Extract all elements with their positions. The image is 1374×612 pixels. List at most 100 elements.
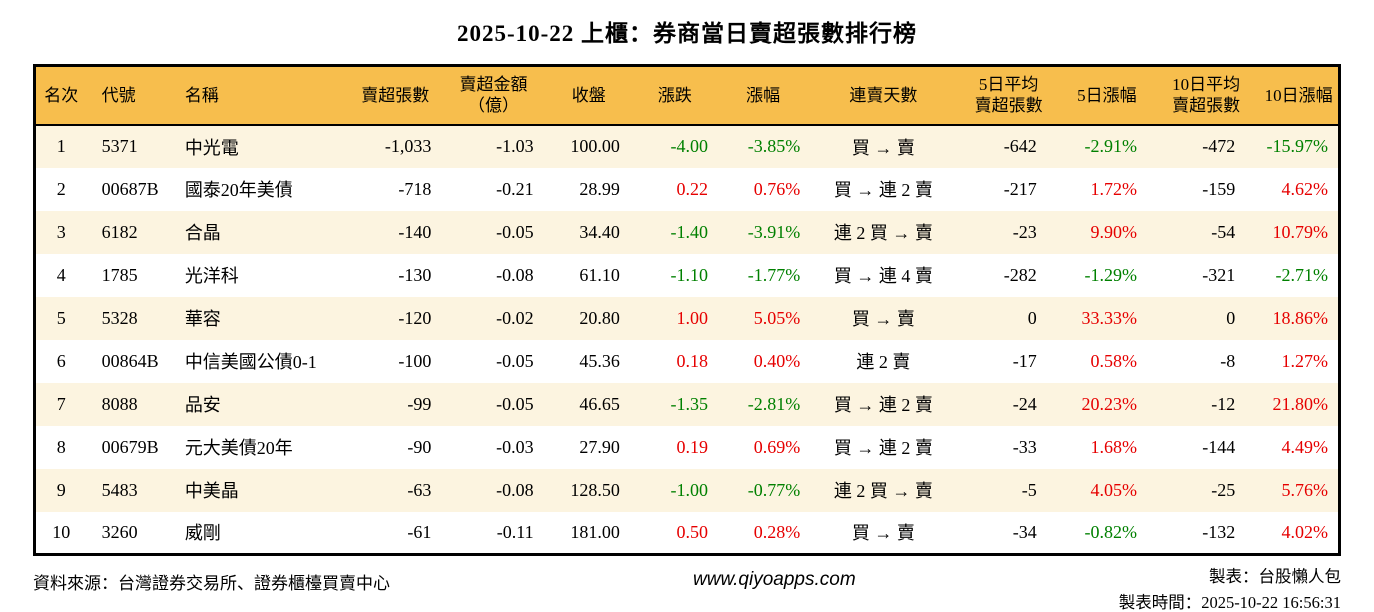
cell-code: 8088	[101, 393, 138, 414]
cell-pct5: -2.91%	[1084, 136, 1137, 156]
cell-avg10: -321	[1202, 264, 1236, 285]
table-row: 3 6182 合晶 -140 -0.05 34.40 -1.40 -3.91% 連 2 買 → …	[34, 210, 1340, 254]
cell-code: 6182	[101, 221, 138, 242]
cell-sell_amount: -0.03	[496, 436, 534, 457]
cell-avg10: 0	[1226, 307, 1236, 328]
column-header-change: 漲跌	[633, 65, 717, 126]
cell-code: 00864B	[101, 350, 159, 371]
cell-pct10: 10.79%	[1272, 221, 1329, 242]
cell-pct5: -0.82%	[1084, 521, 1137, 542]
cell-rank: 10	[52, 521, 71, 542]
author-credit: 製表：台股懶人包	[1208, 567, 1341, 586]
cell-change: -1.40	[670, 221, 709, 242]
cell-streak: 連 2 賣	[856, 352, 911, 372]
cell-streak: 買 → 連 2 賣	[833, 438, 933, 458]
cell-change_pct: -2.81%	[747, 393, 801, 414]
table-header: 名次 代號 名稱 賣超張數 賣超金額 （億） 收盤 漲跌 漲幅 連賣天數 5日平均 賣超張數 5日漲…	[34, 65, 1340, 126]
cell-change_pct: 0.40%	[753, 350, 801, 371]
cell-rank: 3	[56, 221, 66, 242]
cell-pct5: 1.68%	[1090, 436, 1137, 457]
column-header-rank: 名次	[34, 65, 87, 126]
cell-avg5: 0	[1027, 307, 1037, 328]
column-header-avg10: 10日平均 賣超張數	[1152, 65, 1260, 126]
cell-change: 0.50	[676, 521, 709, 542]
cell-rank: 8	[56, 436, 66, 457]
table-row: 6 00864B 中信美國公債0-1 -100 -0.05 45.36 0.18 0.40% 連…	[34, 339, 1340, 383]
cell-name: 中信美國公債0-1	[184, 352, 317, 372]
cell-sell_shares: -90	[407, 436, 432, 457]
cell-close: 28.99	[579, 178, 620, 199]
cell-pct5: -1.29%	[1084, 264, 1137, 285]
cell-pct10: 18.86%	[1272, 307, 1329, 328]
cell-change: -1.10	[670, 264, 709, 285]
data-source-note: 資料來源：台灣證券交易所、證券櫃檯買賣中心	[33, 574, 390, 593]
cell-sell_shares: -63	[407, 479, 432, 500]
report-timestamp: 製表時間：2025-10-22 16:56:31	[1118, 592, 1341, 612]
table-row: 2 00687B 國泰20年美債 -718 -0.21 28.99 0.22 0.76% 買 →…	[34, 167, 1340, 211]
cell-pct10: 4.02%	[1281, 521, 1329, 542]
column-header-code: 代號	[86, 65, 179, 126]
column-header-sell_amount: 賣超金額 （億）	[443, 65, 544, 126]
cell-change: 0.22	[676, 178, 709, 199]
cell-sell_shares: -100	[398, 350, 432, 371]
cell-sell_shares: -61	[407, 521, 432, 542]
cell-pct10: 21.80%	[1272, 393, 1329, 414]
column-header-pct5: 5日漲幅	[1060, 65, 1153, 126]
footer-credits: 製表：台股懶人包 製表時間：2025-10-22 16:56:31	[1119, 564, 1341, 612]
cell-change_pct: 0.69%	[753, 436, 801, 457]
cell-code: 3260	[101, 521, 138, 542]
cell-close: 128.50	[570, 479, 620, 500]
cell-avg5: -642	[1003, 136, 1037, 156]
cell-sell_amount: -0.02	[496, 307, 534, 328]
cell-sell_shares: -99	[407, 393, 432, 414]
cell-sell_shares: -130	[398, 264, 432, 285]
cell-avg5: -17	[1012, 350, 1037, 371]
cell-change: -1.00	[670, 479, 709, 500]
cell-name: 華容	[184, 309, 221, 329]
cell-sell_amount: -0.21	[496, 178, 534, 199]
cell-avg5: -282	[1003, 264, 1037, 285]
cell-name: 合晶	[184, 223, 221, 243]
cell-change_pct: -3.91%	[747, 221, 801, 242]
cell-code: 00687B	[101, 178, 159, 199]
cell-avg5: -5	[1021, 479, 1037, 500]
cell-pct5: 33.33%	[1081, 307, 1137, 328]
cell-avg10: -8	[1220, 350, 1236, 371]
cell-sell_amount: -1.03	[496, 136, 534, 156]
cell-change: 1.00	[676, 307, 709, 328]
cell-name: 中光電	[184, 137, 239, 158]
cell-avg5: -217	[1003, 178, 1037, 199]
cell-rank: 4	[56, 264, 66, 285]
cell-code: 1785	[101, 264, 138, 285]
cell-sell_amount: -0.05	[496, 393, 534, 414]
cell-change: 0.19	[676, 436, 709, 457]
cell-close: 181.00	[570, 521, 620, 542]
cell-name: 元大美債20年	[184, 438, 293, 458]
column-header-name: 名稱	[178, 65, 348, 126]
table-row: 5 5328 華容 -120 -0.02 20.80 1.00 5.05% 買 → 賣 0 33.3…	[34, 296, 1340, 340]
cell-change_pct: -0.77%	[747, 479, 801, 500]
cell-avg10: -54	[1211, 221, 1236, 242]
cell-rank: 5	[56, 307, 66, 328]
cell-sell_shares: -1,033	[384, 136, 432, 156]
cell-avg5: -34	[1012, 521, 1037, 542]
cell-pct5: 1.72%	[1090, 178, 1137, 199]
page-title: 2025-10-22 上櫃：券商當日賣超張數排行榜	[456, 21, 918, 46]
cell-avg10: -25	[1211, 479, 1236, 500]
table-body: 1 5371 中光電 -1,033 -1.03 100.00 -4.00 -3.85% 買 → …	[34, 124, 1340, 555]
cell-avg5: -23	[1012, 221, 1037, 242]
cell-close: 27.90	[579, 436, 620, 457]
website-url: www.qiyoapps.com	[693, 569, 856, 590]
cell-sell_shares: -718	[398, 178, 432, 199]
column-header-pct10: 10日漲幅	[1259, 65, 1340, 126]
cell-streak: 連 2 買 → 賣	[833, 481, 933, 501]
ranking-table: 名次 代號 名稱 賣超張數 賣超金額 （億） 收盤 漲跌 漲幅 連賣天數 5日平均 賣超張數 5日漲…	[33, 64, 1341, 556]
cell-code: 00679B	[101, 436, 159, 457]
cell-code: 5371	[101, 136, 138, 156]
cell-pct10: -15.97%	[1266, 136, 1329, 156]
cell-sell_shares: -140	[398, 221, 432, 242]
column-header-avg5: 5日平均 賣超張數	[956, 65, 1061, 126]
cell-change: -1.35	[670, 393, 709, 414]
cell-sell_shares: -120	[398, 307, 432, 328]
